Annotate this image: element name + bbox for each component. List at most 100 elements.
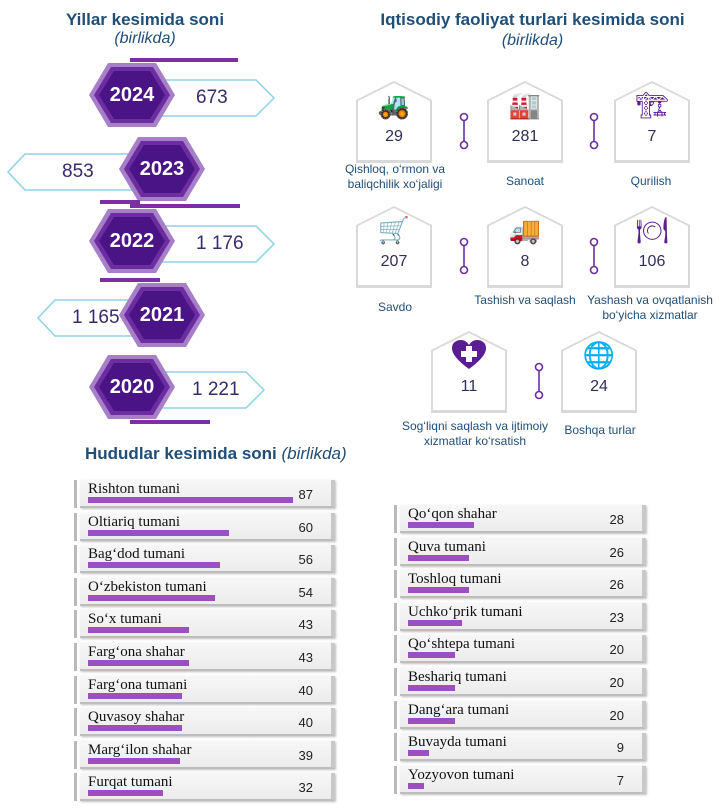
year-value-label: 1 165 [72, 307, 120, 328]
region-row: Marg‘ilon shahar 39 [74, 740, 335, 769]
activity-card: 🏭 281 [486, 80, 564, 164]
region-value: 7 [616, 772, 624, 788]
region-row: Quva tumani 26 [394, 537, 646, 566]
region-name: Uchko‘prik tumani [408, 603, 523, 620]
region-name: Beshariq tumani [408, 669, 507, 685]
house-shape [614, 81, 690, 163]
region-bar [408, 652, 456, 659]
year-hexagon [119, 283, 205, 347]
house-shape [561, 331, 637, 413]
region-row: Rishton tumani 87 [74, 480, 335, 508]
activity-label: Qishloq, o‘rmon va baliqchilik xo‘jaligi [344, 162, 446, 191]
activity-label: Qurilish [630, 174, 672, 188]
year-value-label: 1 176 [196, 233, 244, 254]
region-value: 60 [298, 519, 313, 535]
row-edge [74, 577, 77, 606]
row-edge [74, 610, 77, 639]
activity-value: 7 [647, 128, 657, 145]
region-name: Farg‘ona tumani [88, 676, 188, 693]
year-row: 1 165 2021 [0, 282, 290, 347]
year-accent-line [100, 200, 140, 204]
year-value-label: 1 221 [192, 379, 240, 400]
row-edge [394, 668, 397, 696]
regions-subtitle: (birlikda) [281, 444, 347, 463]
connector-icon [589, 237, 599, 275]
region-value: 40 [298, 715, 313, 731]
region-bar [88, 660, 190, 666]
regions-title: Hududlar kesimida soni [85, 444, 277, 463]
region-value: 26 [609, 577, 624, 593]
year-value-label: 853 [62, 161, 94, 182]
region-name: Buvayda tumani [408, 734, 507, 751]
crane-icon: 🏗 [635, 90, 669, 120]
region-row: Qo‘shtepa tumani 20 [394, 635, 646, 664]
house-shape [356, 206, 432, 288]
connector-icon [589, 112, 599, 150]
connector-icon [534, 362, 544, 400]
region-row: So‘x tumani 43 [74, 610, 335, 639]
region-value: 20 [609, 675, 624, 690]
row-edge [394, 765, 397, 794]
region-row: Dang‘ara tumani 20 [394, 700, 646, 729]
activity-label: Yashash va ovqatlanish bo‘yicha xizmatla… [587, 293, 713, 322]
activity-card: 🚚 8 [486, 205, 564, 289]
row-edge [74, 480, 77, 508]
connector-icon [459, 237, 469, 275]
year-row: 1 176 2022 [0, 208, 290, 273]
region-name: Bag‘dod tumani [88, 546, 186, 563]
region-bar [408, 587, 470, 594]
region-row: Qo‘qon shahar 28 [394, 505, 646, 533]
region-row: Oltiariq tumani 60 [74, 512, 335, 541]
region-row: Uchko‘prik tumani 23 [394, 602, 646, 631]
activity-value: 24 [590, 378, 608, 395]
region-value: 20 [609, 707, 624, 723]
region-row: Bag‘dod tumani 56 [74, 545, 335, 574]
year-row: 1 221 2020 [0, 354, 290, 419]
region-row: Furqat tumani 32 [74, 773, 335, 802]
activity-label: Sog‘liqni saqlash va ijtimoiy xizmatlar … [401, 419, 549, 448]
region-value: 39 [298, 747, 313, 763]
row-edge [394, 635, 397, 664]
region-name: Quva tumani [408, 538, 486, 555]
region-name: Qo‘qon shahar [408, 506, 497, 522]
region-name: Quvasoy shahar [88, 709, 185, 726]
row-edge [74, 675, 77, 704]
row-edge [394, 537, 397, 566]
region-row: Beshariq tumani 20 [394, 668, 646, 696]
year-hexagon [89, 209, 175, 273]
activity-card: 🏗 7 [613, 80, 691, 164]
tractor-icon: 🚜 [377, 90, 411, 120]
connector-icon [459, 112, 469, 150]
region-bar [88, 594, 216, 601]
region-name: Toshloq tumani [408, 571, 502, 588]
row-edge [394, 570, 397, 599]
region-bar [408, 619, 463, 626]
region-name: Furqat tumani [88, 774, 173, 791]
activity-card: 🚜 29 [355, 80, 433, 164]
activity-label: Sanoat [505, 174, 545, 188]
row-edge [394, 602, 397, 631]
row-edge [394, 733, 397, 762]
year-label: 2023 [139, 158, 185, 180]
activity-value: 281 [511, 128, 539, 145]
row-edge [74, 773, 77, 802]
years-title: Yillar kesimida soni [65, 10, 225, 29]
year-hexagon [89, 355, 175, 419]
row-edge [74, 545, 77, 574]
row-edge [74, 708, 77, 737]
region-value: 26 [609, 544, 624, 560]
region-name: Oltiariq tumani [88, 513, 181, 530]
region-value: 20 [609, 642, 624, 658]
region-name: So‘x tumani [88, 611, 162, 628]
activity-card: 11 [430, 330, 508, 414]
year-label: 2022 [109, 230, 155, 252]
house-shape [614, 206, 690, 288]
region-name: Qo‘shtepa tumani [408, 636, 516, 653]
region-bar [88, 529, 230, 536]
activity-value: 11 [460, 378, 478, 395]
year-accent-line [130, 204, 240, 208]
region-value: 43 [298, 617, 313, 633]
region-row: Yozyovon tumani 7 [394, 765, 646, 794]
house-shape [487, 206, 563, 288]
heart-cross-icon [430, 340, 508, 377]
